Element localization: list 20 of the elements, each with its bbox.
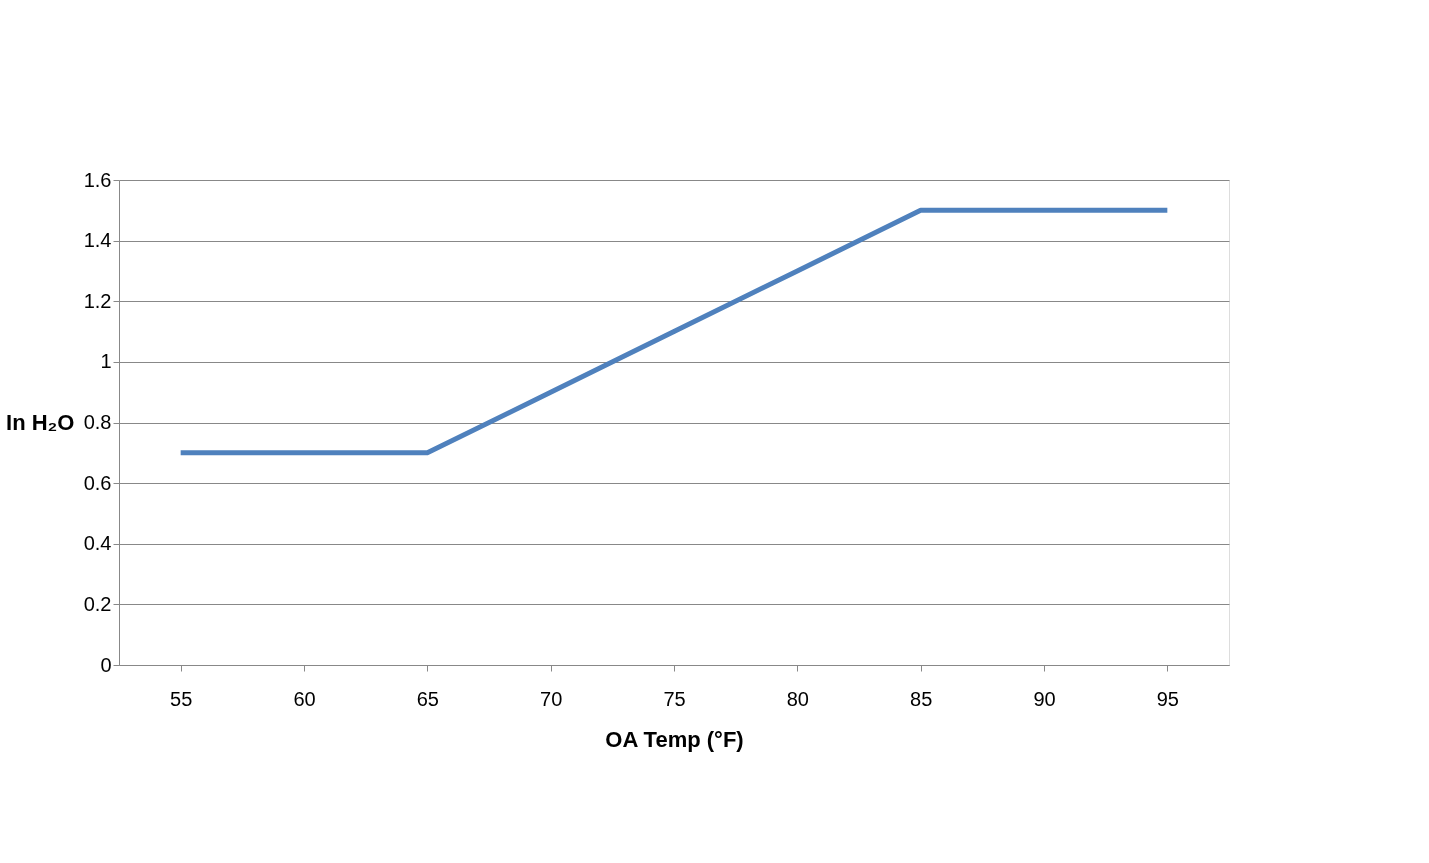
y-tick-label: 0.8 (83, 411, 112, 433)
x-tick-label: 80 (786, 687, 809, 710)
x-axis-title: OA Temp (°F) (605, 726, 744, 752)
x-tick-label: 95 (1156, 687, 1179, 710)
y-tick-label: 1 (100, 350, 112, 373)
y-tick-label: 0.2 (83, 592, 112, 615)
y-tick-label: 1.6 (83, 168, 112, 191)
x-tick-label: 70 (540, 687, 563, 710)
y-tick-label: 0.6 (83, 471, 112, 494)
x-tick-label: 65 (416, 687, 439, 710)
y-tick-label: 1.4 (83, 229, 112, 252)
x-tick-label: 85 (910, 687, 933, 710)
x-tick-label: 90 (1033, 687, 1056, 710)
y-tick-label: 1.2 (83, 289, 112, 312)
y-tick-label: 0 (100, 653, 112, 676)
x-tick-label: 60 (293, 687, 316, 710)
y-axis-title: In H₂O (6, 410, 75, 435)
x-tick-label: 55 (170, 687, 193, 710)
x-tick-label: 75 (663, 687, 686, 710)
y-tick-label: 0.4 (83, 532, 112, 555)
